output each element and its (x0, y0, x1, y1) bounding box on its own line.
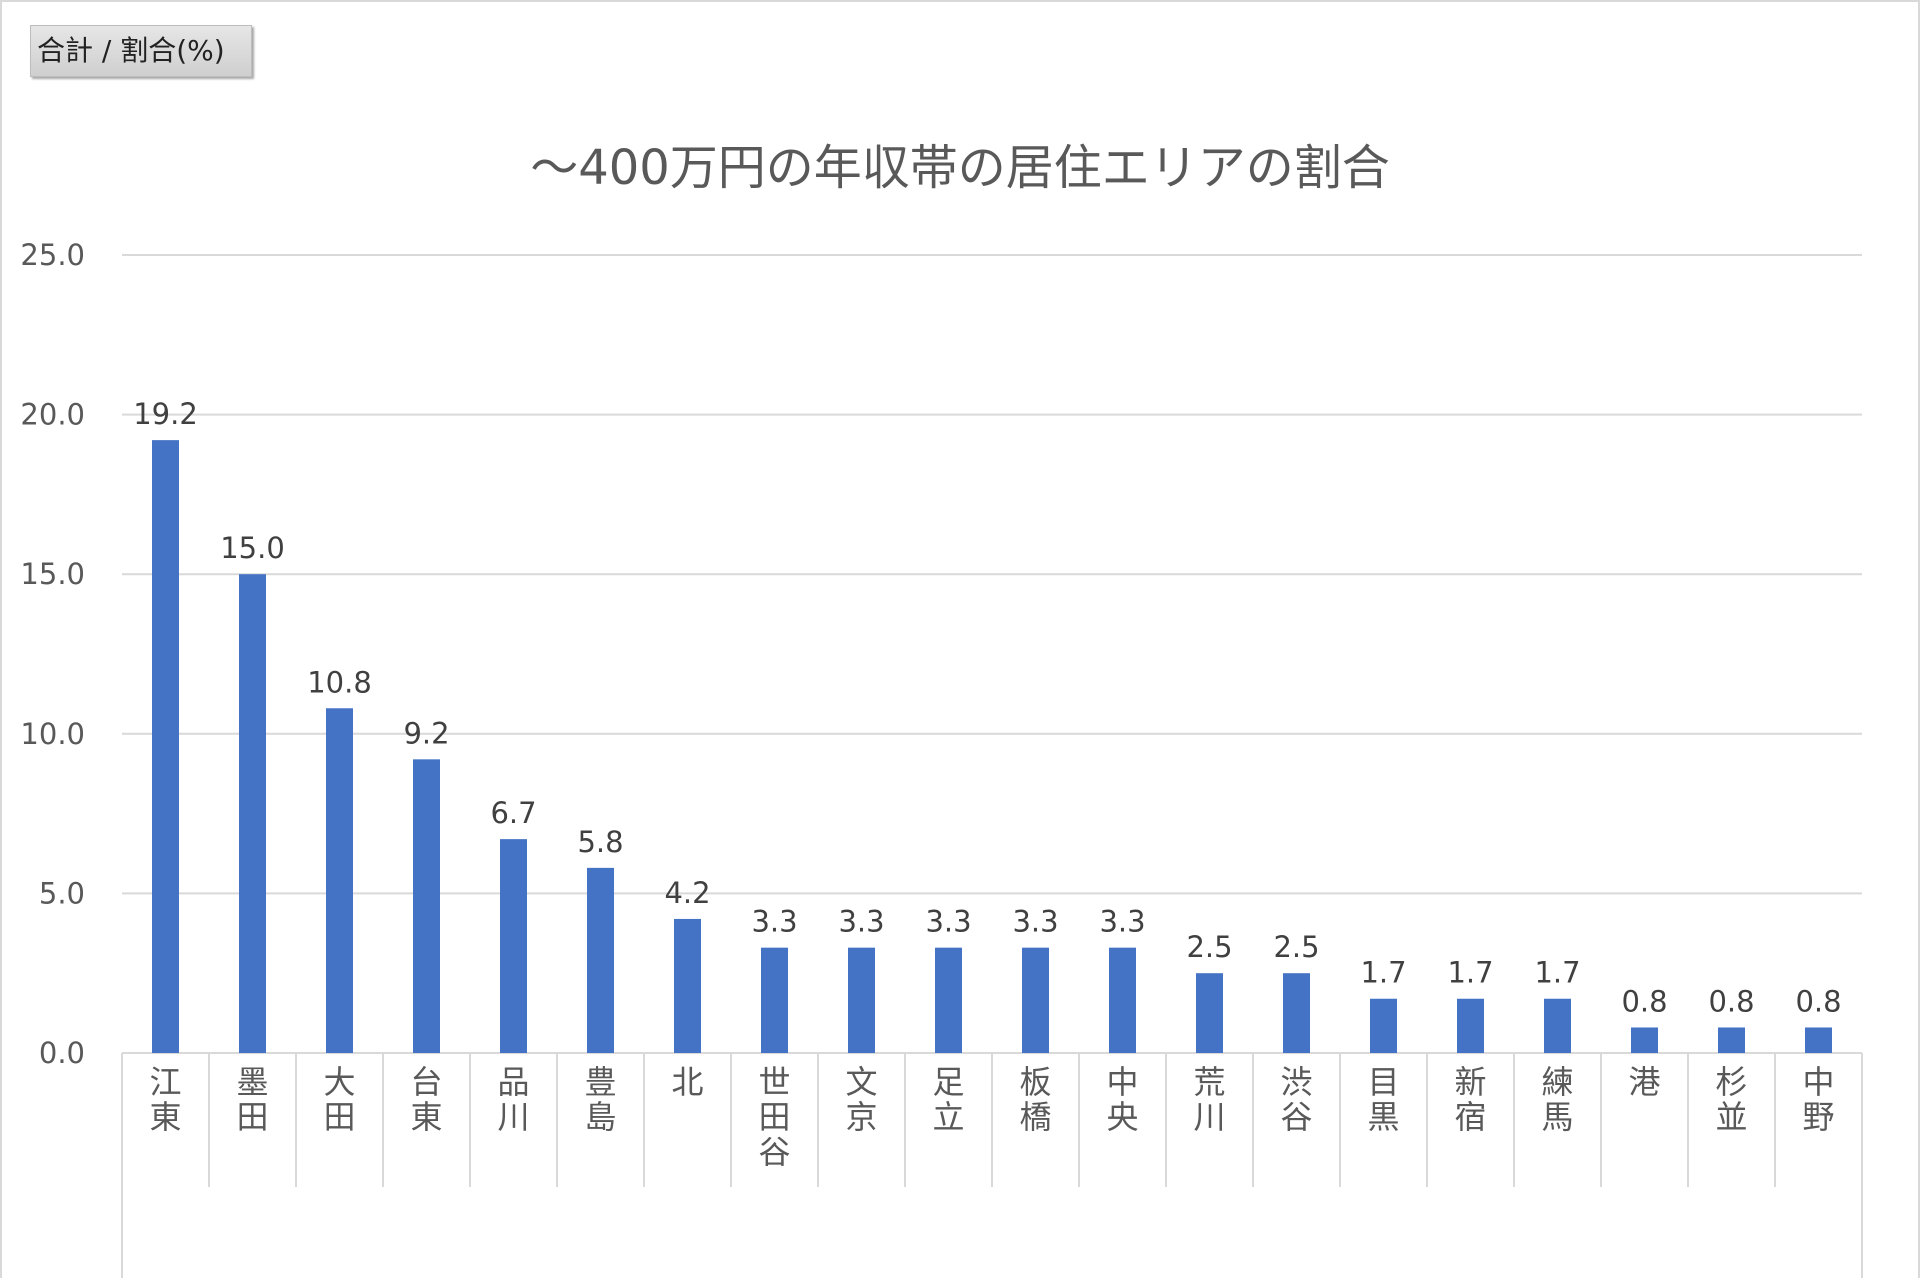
bar (413, 759, 440, 1053)
category-label: 大田 (323, 1063, 355, 1136)
data-label: 1.7 (1534, 956, 1580, 990)
data-label: 1.7 (1447, 956, 1493, 990)
bar (587, 867, 614, 1053)
bar (1283, 973, 1310, 1053)
data-label: 10.8 (307, 665, 372, 699)
data-label: 9.2 (403, 716, 449, 750)
data-label: 3.3 (925, 905, 971, 939)
category-label: 品川 (497, 1063, 529, 1136)
bar (848, 947, 875, 1053)
y-tick-label: 25.0 (20, 238, 85, 272)
y-tick-label: 20.0 (20, 398, 85, 432)
pivot-field-button[interactable]: 合計 / 割合(%) (30, 25, 252, 77)
data-label: 2.5 (1273, 930, 1319, 964)
bar (1109, 947, 1136, 1053)
bar (152, 440, 179, 1053)
category-label: 文京 (845, 1063, 877, 1136)
data-label: 2.5 (1186, 930, 1232, 964)
category-label: 港 (1628, 1063, 1660, 1101)
category-label: 北 (671, 1063, 703, 1101)
y-tick-label: 5.0 (39, 876, 85, 910)
bar (500, 839, 527, 1053)
category-label: 目黒 (1367, 1063, 1399, 1136)
data-label: 4.2 (664, 876, 710, 910)
category-label: 足立 (932, 1063, 964, 1136)
bar (1718, 1027, 1745, 1053)
y-tick-label: 15.0 (20, 557, 85, 591)
bar (935, 947, 962, 1053)
bar (1196, 973, 1223, 1053)
category-label: 渋谷 (1280, 1063, 1312, 1136)
category-label: 板橋 (1019, 1063, 1051, 1136)
data-label: 15.0 (220, 531, 285, 565)
bar (1457, 998, 1484, 1053)
bar (674, 918, 701, 1053)
data-label: 0.8 (1621, 984, 1667, 1018)
category-label: 中央 (1106, 1063, 1138, 1136)
bar (1370, 998, 1397, 1053)
category-label: 豊島 (584, 1063, 616, 1136)
bar (1631, 1027, 1658, 1053)
data-label: 0.8 (1795, 984, 1841, 1018)
data-label: 1.7 (1360, 956, 1406, 990)
data-label: 3.3 (751, 905, 797, 939)
category-label: 中野 (1802, 1063, 1834, 1136)
category-label: 杉並 (1715, 1063, 1747, 1136)
y-tick-label: 10.0 (20, 717, 85, 751)
bar (239, 574, 266, 1053)
bar (1022, 947, 1049, 1053)
bar (1805, 1027, 1832, 1053)
category-label: 江東 (149, 1063, 181, 1136)
y-tick-label: 0.0 (39, 1036, 85, 1070)
data-label: 5.8 (577, 825, 623, 859)
bar (326, 708, 353, 1053)
category-label: 台東 (410, 1063, 442, 1136)
data-label: 6.7 (490, 796, 536, 830)
category-label: 墨田 (236, 1063, 268, 1136)
data-label: 3.3 (1012, 905, 1058, 939)
bar (1544, 998, 1571, 1053)
data-label: 3.3 (1099, 905, 1145, 939)
category-label: 世田谷 (758, 1063, 790, 1171)
category-label: 練馬 (1541, 1063, 1573, 1136)
data-label: 0.8 (1708, 984, 1754, 1018)
category-label: 新宿 (1454, 1063, 1486, 1136)
chart-title: ～400万円の年収帯の居住エリアの割合 (530, 140, 1390, 196)
category-label: 荒川 (1193, 1063, 1225, 1136)
data-label: 3.3 (838, 905, 884, 939)
data-label: 19.2 (133, 397, 198, 431)
bar (761, 947, 788, 1053)
